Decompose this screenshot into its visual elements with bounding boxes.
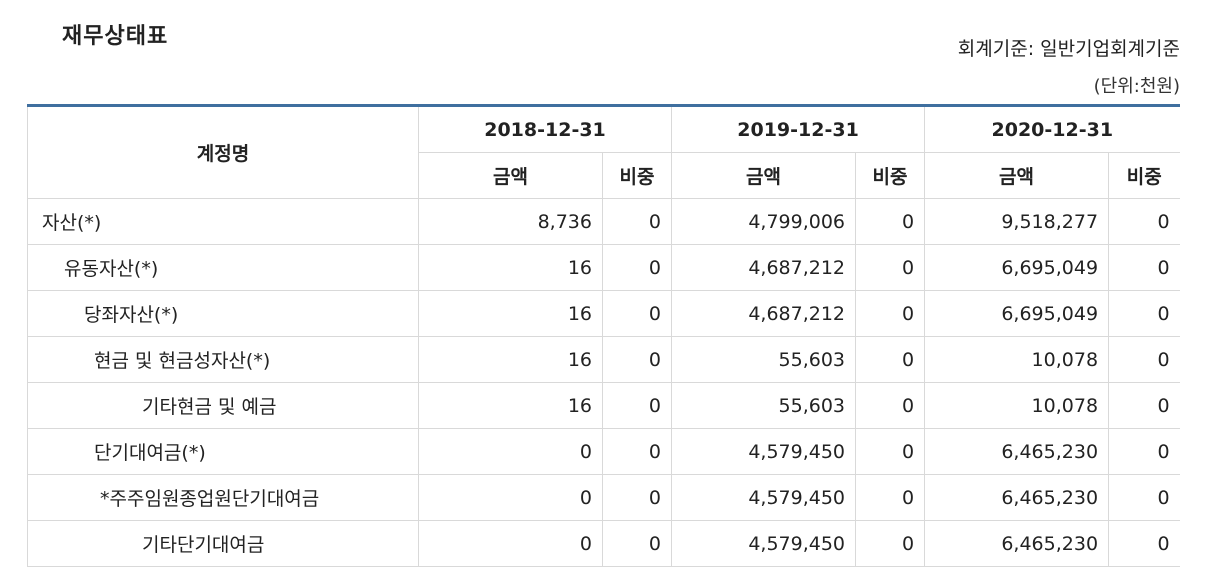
amount-cell: 6,465,230: [924, 520, 1110, 567]
balance-sheet-table: 계정명 2018-12-31 2019-12-31 2020-12-31 금액 …: [27, 104, 1180, 567]
amount-header: 금액: [671, 152, 857, 199]
ratio-cell: 0: [1108, 336, 1180, 383]
ratio-cell: 0: [1108, 244, 1180, 291]
amount-cell: 6,695,049: [924, 290, 1110, 337]
table-row: 기타단기대여금 0 0 4,579,450 0 6,465,230 0: [27, 520, 1180, 567]
table-row: 현금 및 현금성자산(*) 16 0 55,603 0 10,078 0: [27, 336, 1180, 383]
ratio-header: 비중: [1108, 152, 1180, 199]
amount-cell: 16: [418, 382, 603, 429]
amount-cell: 9,518,277: [924, 198, 1110, 245]
table-row: 자산(*) 8,736 0 4,799,006 0 9,518,277 0: [27, 198, 1180, 245]
account-name: 자산(*): [27, 198, 419, 245]
amount-cell: 4,579,450: [671, 474, 857, 521]
amount-cell: 4,687,212: [671, 290, 857, 337]
ratio-cell: 0: [1108, 290, 1180, 337]
period-header: 2020-12-31: [924, 105, 1180, 153]
ratio-cell: 0: [855, 244, 926, 291]
header-row-periods: 계정명 2018-12-31 2019-12-31 2020-12-31: [27, 105, 1180, 199]
amount-cell: 8,736: [418, 198, 603, 245]
account-name: 유동자산(*): [27, 244, 419, 291]
ratio-header: 비중: [855, 152, 926, 199]
amount-cell: 6,465,230: [924, 474, 1110, 521]
amount-cell: 16: [418, 290, 603, 337]
ratio-cell: 0: [601, 382, 673, 429]
amount-cell: 4,579,450: [671, 428, 857, 475]
amount-cell: 16: [418, 336, 603, 383]
account-name-header: 계정명: [27, 105, 419, 199]
amount-cell: 0: [418, 474, 603, 521]
amount-cell: 4,687,212: [671, 244, 857, 291]
ratio-cell: 0: [855, 290, 926, 337]
period-header: 2019-12-31: [671, 105, 926, 153]
ratio-cell: 0: [1108, 520, 1180, 567]
ratio-cell: 0: [855, 336, 926, 383]
unit-label: (단위:천원): [1093, 76, 1180, 97]
ratio-cell: 0: [1108, 198, 1180, 245]
amount-cell: 16: [418, 244, 603, 291]
ratio-cell: 0: [855, 382, 926, 429]
ratio-cell: 0: [855, 474, 926, 521]
page-title: 재무상태표: [62, 24, 169, 49]
amount-cell: 55,603: [671, 336, 857, 383]
ratio-cell: 0: [601, 520, 673, 567]
account-name: 당좌자산(*): [27, 290, 419, 337]
ratio-cell: 0: [601, 474, 673, 521]
amount-cell: 6,695,049: [924, 244, 1110, 291]
account-name: *주주임원종업원단기대여금: [27, 474, 419, 521]
amount-cell: 55,603: [671, 382, 857, 429]
ratio-cell: 0: [601, 336, 673, 383]
ratio-cell: 0: [601, 428, 673, 475]
account-name: 기타단기대여금: [27, 520, 419, 567]
amount-cell: 0: [418, 520, 603, 567]
accounting-standard: 회계기준: 일반기업회계기준: [957, 38, 1180, 60]
table-row: *주주임원종업원단기대여금 0 0 4,579,450 0 6,465,230 …: [27, 474, 1180, 521]
ratio-cell: 0: [1108, 428, 1180, 475]
table-row: 단기대여금(*) 0 0 4,579,450 0 6,465,230 0: [27, 428, 1180, 475]
amount-header: 금액: [924, 152, 1110, 199]
period-header: 2018-12-31: [417, 105, 673, 153]
amount-header: 금액: [418, 152, 603, 199]
ratio-cell: 0: [1108, 382, 1180, 429]
table-row: 기타현금 및 예금 16 0 55,603 0 10,078 0: [27, 382, 1180, 429]
amount-cell: 10,078: [924, 336, 1110, 383]
ratio-cell: 0: [601, 290, 673, 337]
amount-cell: 0: [418, 428, 603, 475]
amount-cell: 4,799,006: [671, 198, 857, 245]
amount-cell: 4,579,450: [671, 520, 857, 567]
amount-cell: 6,465,230: [924, 428, 1110, 475]
account-name: 단기대여금(*): [27, 428, 419, 475]
ratio-cell: 0: [601, 244, 673, 291]
ratio-header: 비중: [601, 152, 673, 199]
amount-cell: 10,078: [924, 382, 1110, 429]
ratio-cell: 0: [1108, 474, 1180, 521]
table-row: 당좌자산(*) 16 0 4,687,212 0 6,695,049 0: [27, 290, 1180, 337]
ratio-cell: 0: [601, 198, 673, 245]
ratio-cell: 0: [855, 198, 926, 245]
ratio-cell: 0: [855, 428, 926, 475]
header-row-columns: 금액 비중 금액 비중 금액 비중: [28, 152, 1180, 199]
table-row: 유동자산(*) 16 0 4,687,212 0 6,695,049 0: [27, 244, 1180, 291]
account-name: 기타현금 및 예금: [27, 382, 419, 429]
ratio-cell: 0: [855, 520, 926, 567]
account-name: 현금 및 현금성자산(*): [27, 336, 419, 383]
